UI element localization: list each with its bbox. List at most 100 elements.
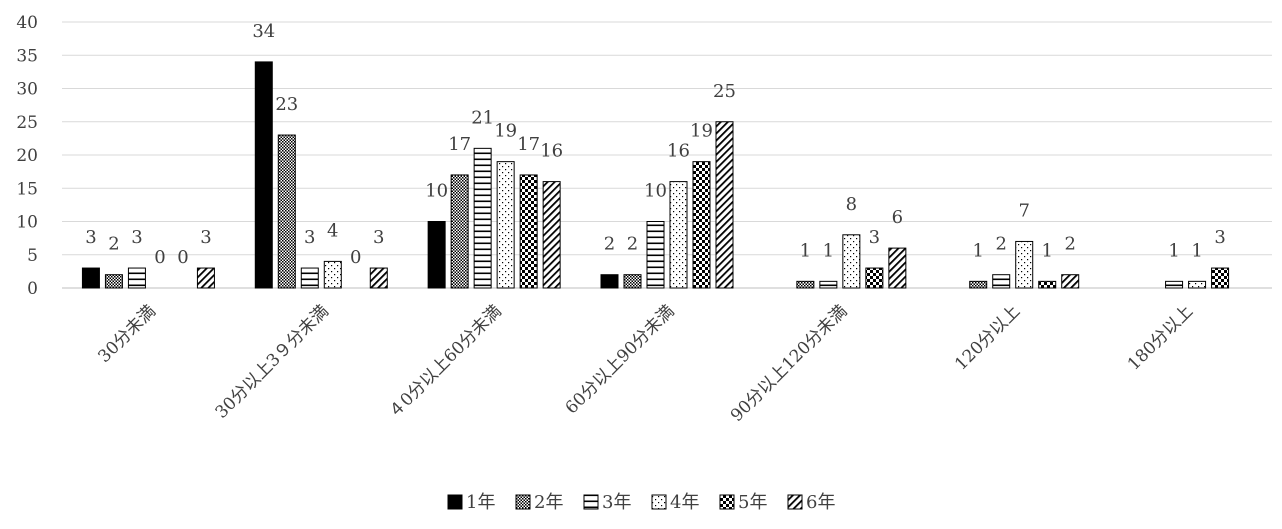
legend: 1年 2年 3年 4年 5年 6年 bbox=[447, 492, 835, 513]
bar bbox=[796, 280, 815, 289]
bar bbox=[992, 274, 1011, 289]
legend-swatch bbox=[719, 494, 735, 510]
data-label: 10 bbox=[425, 181, 448, 202]
y-tick-label: 30 bbox=[16, 80, 38, 100]
bar bbox=[473, 147, 492, 289]
bar bbox=[669, 181, 688, 289]
data-label: 1 bbox=[1191, 240, 1202, 261]
data-label: 3 bbox=[131, 227, 142, 248]
data-label: 0 bbox=[177, 247, 188, 268]
x-category-label: 30分以上3９分未満 bbox=[212, 301, 333, 422]
bar bbox=[623, 274, 642, 289]
data-label: 3 bbox=[1214, 227, 1225, 248]
bar bbox=[542, 181, 561, 289]
data-label: 34 bbox=[252, 21, 275, 42]
legend-swatch bbox=[447, 494, 463, 510]
data-label: 25 bbox=[713, 81, 736, 102]
data-label: 8 bbox=[846, 194, 857, 215]
bar bbox=[369, 267, 388, 289]
data-label: 0 bbox=[350, 247, 361, 268]
data-label: 17 bbox=[448, 134, 471, 155]
data-label: 3 bbox=[304, 227, 315, 248]
data-label: 7 bbox=[1018, 200, 1029, 221]
x-category-label: 120分以上 bbox=[951, 301, 1024, 374]
legend-label: 4年 bbox=[670, 492, 699, 513]
bar bbox=[865, 267, 884, 289]
x-category-label: ４0分以上60分未満 bbox=[384, 301, 505, 422]
data-label: 3 bbox=[85, 227, 96, 248]
bars bbox=[81, 61, 1230, 289]
bar bbox=[196, 267, 215, 289]
data-label: 2 bbox=[995, 234, 1006, 255]
legend-label: 6年 bbox=[806, 492, 835, 513]
y-tick-label: 5 bbox=[27, 246, 38, 266]
bar bbox=[646, 221, 665, 289]
data-label: 1 bbox=[972, 240, 983, 261]
data-label: 23 bbox=[275, 94, 298, 115]
legend-swatch bbox=[515, 494, 531, 510]
legend-label: 5年 bbox=[738, 492, 767, 513]
x-category-label: 90分以上120分未満 bbox=[727, 301, 852, 426]
legend-label: 3年 bbox=[602, 492, 631, 513]
x-category-label: 180分以上 bbox=[1124, 301, 1197, 374]
bar bbox=[842, 234, 861, 289]
data-label: 10 bbox=[644, 181, 667, 202]
bar bbox=[969, 280, 988, 289]
data-label: 3 bbox=[869, 227, 880, 248]
x-category-label: 30分未満 bbox=[94, 301, 160, 367]
data-label: 1 bbox=[800, 240, 811, 261]
bar bbox=[519, 174, 538, 289]
data-label: 16 bbox=[540, 141, 563, 162]
bar bbox=[1165, 280, 1184, 289]
y-tick-label: 35 bbox=[16, 46, 38, 66]
data-label: 17 bbox=[517, 134, 540, 155]
data-label: 2 bbox=[108, 234, 119, 255]
bar bbox=[323, 260, 342, 289]
bar bbox=[277, 134, 296, 289]
data-label: 0 bbox=[154, 247, 165, 268]
y-tick-label: 15 bbox=[16, 179, 38, 199]
data-label: 2 bbox=[604, 234, 615, 255]
x-category-label: 60分以上90分未満 bbox=[562, 301, 679, 418]
y-tick-label: 40 bbox=[16, 13, 38, 33]
bar bbox=[715, 121, 734, 289]
legend-swatch bbox=[651, 494, 667, 510]
data-label: 19 bbox=[494, 121, 517, 142]
data-label: 21 bbox=[471, 107, 494, 128]
bar bbox=[300, 267, 319, 289]
legend-swatch bbox=[787, 494, 803, 510]
bar bbox=[254, 61, 273, 289]
bar bbox=[427, 221, 446, 289]
bar bbox=[600, 274, 619, 289]
data-label: 16 bbox=[667, 141, 690, 162]
y-tick-label: 0 bbox=[27, 279, 38, 299]
bar bbox=[450, 174, 469, 289]
x-axis: 30分未満 30分以上3９分未満 ４0分以上60分未満 60分以上90分未満 90分以上… bbox=[94, 301, 1197, 426]
data-label: 1 bbox=[1168, 240, 1179, 261]
bar bbox=[1038, 280, 1057, 289]
data-label: 1 bbox=[823, 240, 834, 261]
bar bbox=[1188, 280, 1207, 289]
legend-label: 1年 bbox=[466, 492, 495, 513]
legend-swatch bbox=[583, 494, 599, 510]
y-tick-label: 10 bbox=[16, 213, 38, 233]
data-label: 1 bbox=[1041, 240, 1052, 261]
y-tick-label: 20 bbox=[16, 146, 38, 166]
bar bbox=[496, 161, 515, 289]
data-label: 19 bbox=[690, 121, 713, 142]
bar bbox=[81, 267, 100, 289]
bar bbox=[1211, 267, 1230, 289]
data-label: 3 bbox=[200, 227, 211, 248]
data-label: 3 bbox=[373, 227, 384, 248]
bar bbox=[888, 247, 907, 289]
data-label: 2 bbox=[627, 234, 638, 255]
y-axis: 0 5 10 15 20 25 30 35 40 bbox=[16, 13, 38, 299]
data-label: 6 bbox=[892, 207, 903, 228]
data-label: 2 bbox=[1064, 234, 1075, 255]
y-tick-label: 25 bbox=[16, 113, 38, 133]
data-label: 4 bbox=[327, 220, 338, 241]
bar bbox=[819, 280, 838, 289]
bar bbox=[692, 161, 711, 289]
